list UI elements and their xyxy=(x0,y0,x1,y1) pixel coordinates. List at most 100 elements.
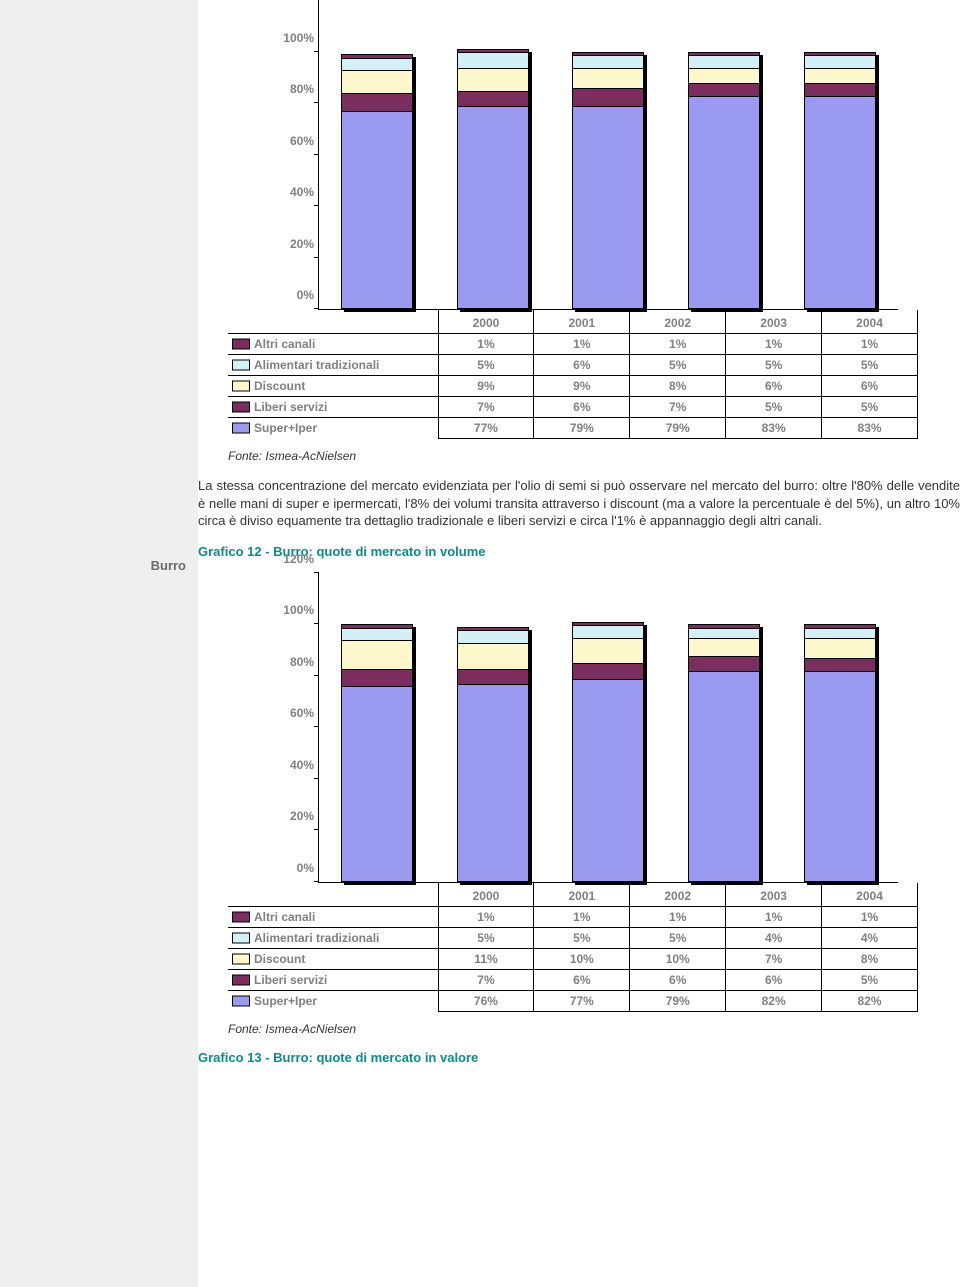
bar-segment xyxy=(805,83,875,96)
y-tick-label: 20% xyxy=(264,809,314,823)
bar-segment xyxy=(689,671,759,881)
stacked-bar xyxy=(804,52,876,310)
series-label: Liberi servizi xyxy=(254,973,327,987)
data-cell: 6% xyxy=(534,969,630,990)
bar-segment xyxy=(573,638,643,664)
bar-segment xyxy=(805,68,875,83)
series-label: Alimentari tradizionali xyxy=(254,931,379,945)
series-label: Altri canali xyxy=(254,337,315,351)
data-cell: 8% xyxy=(630,376,726,397)
y-tick-label: 40% xyxy=(264,185,314,199)
bar-segment xyxy=(342,669,412,687)
data-cell: 8% xyxy=(822,948,918,969)
bar-segment xyxy=(342,628,412,641)
data-cell: 10% xyxy=(534,948,630,969)
chart-3-title: Grafico 13 - Burro: quote di mercato in … xyxy=(198,1050,960,1065)
body-paragraph: La stessa concentrazione del mercato evi… xyxy=(198,477,960,530)
y-tick-label: 0% xyxy=(264,288,314,302)
swatch-discount xyxy=(232,953,250,964)
bar-segment xyxy=(805,628,875,638)
stacked-bar xyxy=(572,52,644,310)
chart-2-plot-area: 0%20%40%60%80%100%120% xyxy=(318,573,918,913)
stacked-bar xyxy=(341,624,413,882)
swatch-super xyxy=(232,995,250,1006)
bar-segment xyxy=(342,686,412,880)
bar-segment xyxy=(458,52,528,67)
y-tick-label: 0% xyxy=(264,861,314,875)
data-cell: 5% xyxy=(534,927,630,948)
series-label: Super+Iper xyxy=(254,421,317,435)
series-label: Liberi servizi xyxy=(254,400,327,414)
bar-segment xyxy=(573,625,643,638)
data-cell: 5% xyxy=(726,397,822,418)
bar-segment xyxy=(458,91,528,106)
y-tick-label: 80% xyxy=(264,655,314,669)
data-cell: 82% xyxy=(822,990,918,1011)
bar-segment xyxy=(689,628,759,638)
data-cell: 7% xyxy=(726,948,822,969)
stacked-bar xyxy=(457,49,529,309)
data-cell: 10% xyxy=(630,948,726,969)
swatch-altri-canali xyxy=(232,911,250,922)
data-cell: 6% xyxy=(726,969,822,990)
data-cell: 6% xyxy=(822,376,918,397)
data-cell: 5% xyxy=(438,355,534,376)
data-cell: 77% xyxy=(438,418,534,439)
bar-segment xyxy=(342,58,412,71)
bar-segment xyxy=(342,70,412,93)
data-cell: 79% xyxy=(630,418,726,439)
chart-1-plot-area: 0%20%40%60%80%100%120% xyxy=(318,0,918,340)
stacked-bar xyxy=(457,627,529,882)
bar-segment xyxy=(689,96,759,308)
y-tick-label: 120% xyxy=(264,552,314,566)
data-cell: 7% xyxy=(438,969,534,990)
stacked-bar xyxy=(688,52,760,310)
bar-segment xyxy=(573,679,643,881)
bar-segment xyxy=(342,640,412,668)
swatch-altri-canali xyxy=(232,339,250,350)
data-cell: 77% xyxy=(534,990,630,1011)
bar-segment xyxy=(458,630,528,643)
data-cell: 5% xyxy=(726,355,822,376)
y-tick-label: 60% xyxy=(264,134,314,148)
data-cell: 5% xyxy=(630,355,726,376)
bar-segment xyxy=(805,55,875,68)
data-cell: 76% xyxy=(438,990,534,1011)
y-tick-label: 20% xyxy=(264,237,314,251)
series-label: Super+Iper xyxy=(254,994,317,1008)
bar-segment xyxy=(458,669,528,684)
bar-segment xyxy=(458,68,528,91)
bar-segment xyxy=(689,656,759,671)
data-cell: 83% xyxy=(726,418,822,439)
bar-segment xyxy=(689,55,759,68)
bar-segment xyxy=(458,643,528,669)
y-tick-label: 60% xyxy=(264,706,314,720)
bar-segment xyxy=(805,638,875,658)
data-cell: 7% xyxy=(438,397,534,418)
bar-segment xyxy=(458,684,528,881)
data-cell: 5% xyxy=(630,927,726,948)
stacked-bar xyxy=(341,54,413,309)
data-cell: 5% xyxy=(822,355,918,376)
series-label: Discount xyxy=(254,952,305,966)
page-root: Burro 0%20%40%60%80%100%120% 20002001200… xyxy=(0,0,960,1287)
stacked-bar xyxy=(688,624,760,882)
series-label: Altri canali xyxy=(254,910,315,924)
sidebar: Burro xyxy=(0,0,198,1287)
stacked-bar xyxy=(804,624,876,882)
main-content: 0%20%40%60%80%100%120% 20002001200220032… xyxy=(198,0,960,1287)
chart-2: 0%20%40%60%80%100%120% 20002001200220032… xyxy=(228,573,918,1036)
series-label: Discount xyxy=(254,379,305,393)
data-cell: 4% xyxy=(822,927,918,948)
bar-segment xyxy=(342,111,412,308)
data-cell: 11% xyxy=(438,948,534,969)
data-cell: 79% xyxy=(630,990,726,1011)
data-cell: 5% xyxy=(438,927,534,948)
bar-segment xyxy=(689,68,759,83)
y-tick-label: 40% xyxy=(264,758,314,772)
data-cell: 9% xyxy=(534,376,630,397)
swatch-discount xyxy=(232,381,250,392)
data-cell: 4% xyxy=(726,927,822,948)
y-tick-label: 100% xyxy=(264,603,314,617)
swatch-liberi xyxy=(232,974,250,985)
